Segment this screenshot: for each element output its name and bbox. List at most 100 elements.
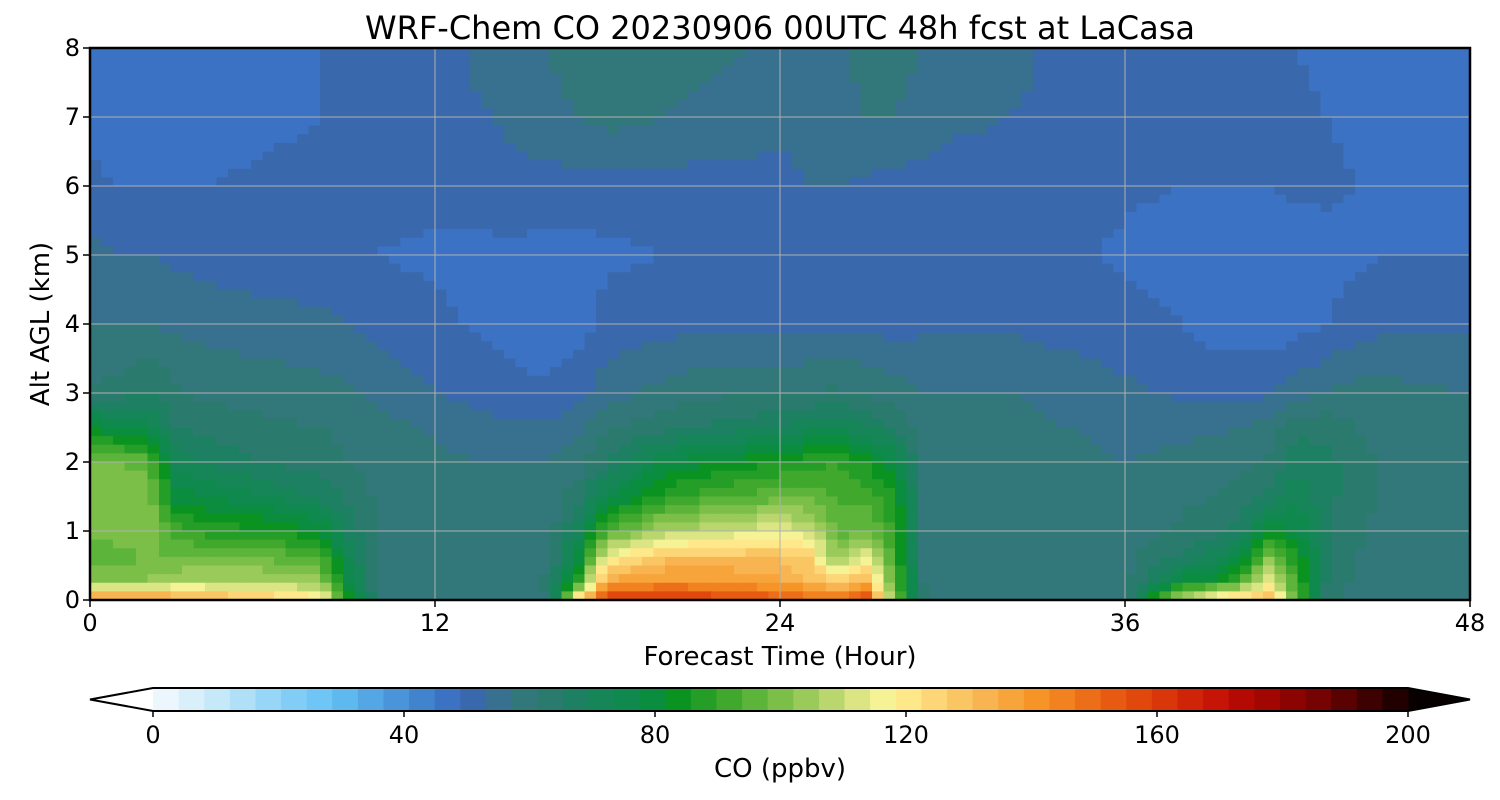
field-cell bbox=[1251, 306, 1264, 316]
field-cell bbox=[297, 324, 310, 334]
field-cell bbox=[1424, 82, 1437, 92]
field-cell bbox=[941, 186, 954, 196]
field-cell bbox=[883, 341, 896, 351]
field-cell bbox=[1021, 160, 1034, 170]
field-cell bbox=[1389, 160, 1402, 170]
field-cell bbox=[1033, 272, 1046, 282]
field-cell bbox=[101, 65, 114, 75]
field-cell bbox=[1401, 65, 1414, 75]
field-cell bbox=[1148, 168, 1161, 178]
field-cell bbox=[1240, 349, 1253, 360]
field-cell bbox=[113, 48, 126, 58]
field-cell bbox=[607, 99, 620, 109]
field-cell bbox=[849, 125, 862, 135]
field-cell bbox=[768, 91, 781, 101]
field-cell bbox=[1010, 315, 1023, 325]
field-cell bbox=[1205, 160, 1218, 170]
field-cell bbox=[1435, 168, 1448, 178]
field-cell bbox=[757, 203, 770, 213]
field-cell bbox=[768, 73, 781, 84]
field-cell bbox=[803, 108, 816, 118]
field-cell bbox=[665, 56, 678, 66]
field-cell bbox=[584, 160, 597, 170]
field-cell bbox=[653, 324, 666, 334]
field-cell bbox=[1021, 91, 1034, 101]
field-cell bbox=[354, 99, 367, 109]
field-cell bbox=[262, 315, 275, 325]
field-cell bbox=[1401, 237, 1414, 247]
field-cell bbox=[941, 384, 954, 394]
field-cell bbox=[814, 56, 827, 66]
field-cell bbox=[653, 151, 666, 161]
field-cell bbox=[366, 393, 379, 403]
field-cell bbox=[469, 108, 482, 118]
field-cell bbox=[1148, 306, 1161, 316]
field-cell bbox=[952, 186, 965, 196]
field-cell bbox=[952, 117, 965, 127]
field-cell bbox=[1182, 349, 1195, 360]
field-cell bbox=[400, 194, 413, 204]
field-cell bbox=[987, 48, 1000, 58]
field-cell bbox=[1021, 48, 1034, 58]
field-cell bbox=[619, 358, 632, 368]
field-cell bbox=[768, 65, 781, 75]
field-cell bbox=[607, 341, 620, 351]
field-cell bbox=[1309, 168, 1322, 178]
field-cell bbox=[757, 82, 770, 92]
field-cell bbox=[1102, 48, 1115, 58]
field-cell bbox=[1355, 211, 1368, 222]
field-cell bbox=[377, 349, 390, 360]
field-cell bbox=[987, 168, 1000, 178]
field-cell bbox=[630, 272, 643, 282]
field-cell bbox=[895, 255, 908, 265]
field-cell bbox=[147, 358, 160, 368]
field-cell bbox=[699, 194, 712, 204]
field-cell bbox=[665, 194, 678, 204]
field-cell bbox=[860, 160, 873, 170]
field-cell bbox=[757, 289, 770, 299]
field-cell bbox=[297, 315, 310, 325]
field-cell bbox=[872, 263, 885, 273]
field-cell bbox=[1366, 298, 1379, 308]
field-cell bbox=[872, 186, 885, 196]
field-cell bbox=[619, 142, 632, 153]
field-cell bbox=[1309, 48, 1322, 58]
field-cell bbox=[1194, 237, 1207, 247]
field-cell bbox=[1010, 73, 1023, 84]
field-cell bbox=[101, 56, 114, 66]
field-cell bbox=[1021, 367, 1034, 377]
field-cell bbox=[1067, 108, 1080, 118]
field-cell bbox=[814, 367, 827, 377]
field-cell bbox=[745, 341, 758, 351]
field-cell bbox=[147, 255, 160, 265]
field-cell bbox=[1056, 280, 1069, 291]
field-cell bbox=[504, 160, 517, 170]
field-cell bbox=[435, 237, 448, 247]
field-cell bbox=[90, 237, 103, 247]
field-cell bbox=[826, 298, 839, 308]
field-cell bbox=[1401, 48, 1414, 58]
field-cell bbox=[964, 203, 977, 213]
field-cell bbox=[642, 56, 655, 66]
field-cell bbox=[262, 280, 275, 291]
field-cell bbox=[1447, 315, 1460, 325]
field-cell bbox=[1182, 341, 1195, 351]
field-cell bbox=[216, 142, 229, 153]
field-cell bbox=[101, 280, 114, 291]
field-cell bbox=[251, 349, 264, 360]
field-cell bbox=[1205, 229, 1218, 239]
field-cell bbox=[1125, 315, 1138, 325]
field-cell bbox=[642, 229, 655, 239]
field-cell bbox=[481, 384, 494, 394]
field-cell bbox=[998, 151, 1011, 161]
field-cell bbox=[895, 65, 908, 75]
field-cell bbox=[1435, 393, 1448, 403]
field-cell bbox=[446, 186, 459, 196]
field-cell bbox=[734, 384, 747, 394]
field-cell bbox=[941, 134, 954, 144]
field-cell bbox=[872, 48, 885, 58]
field-cell bbox=[1125, 194, 1138, 204]
field-cell bbox=[193, 48, 206, 58]
field-cell bbox=[1067, 177, 1080, 187]
field-cell bbox=[170, 246, 183, 256]
